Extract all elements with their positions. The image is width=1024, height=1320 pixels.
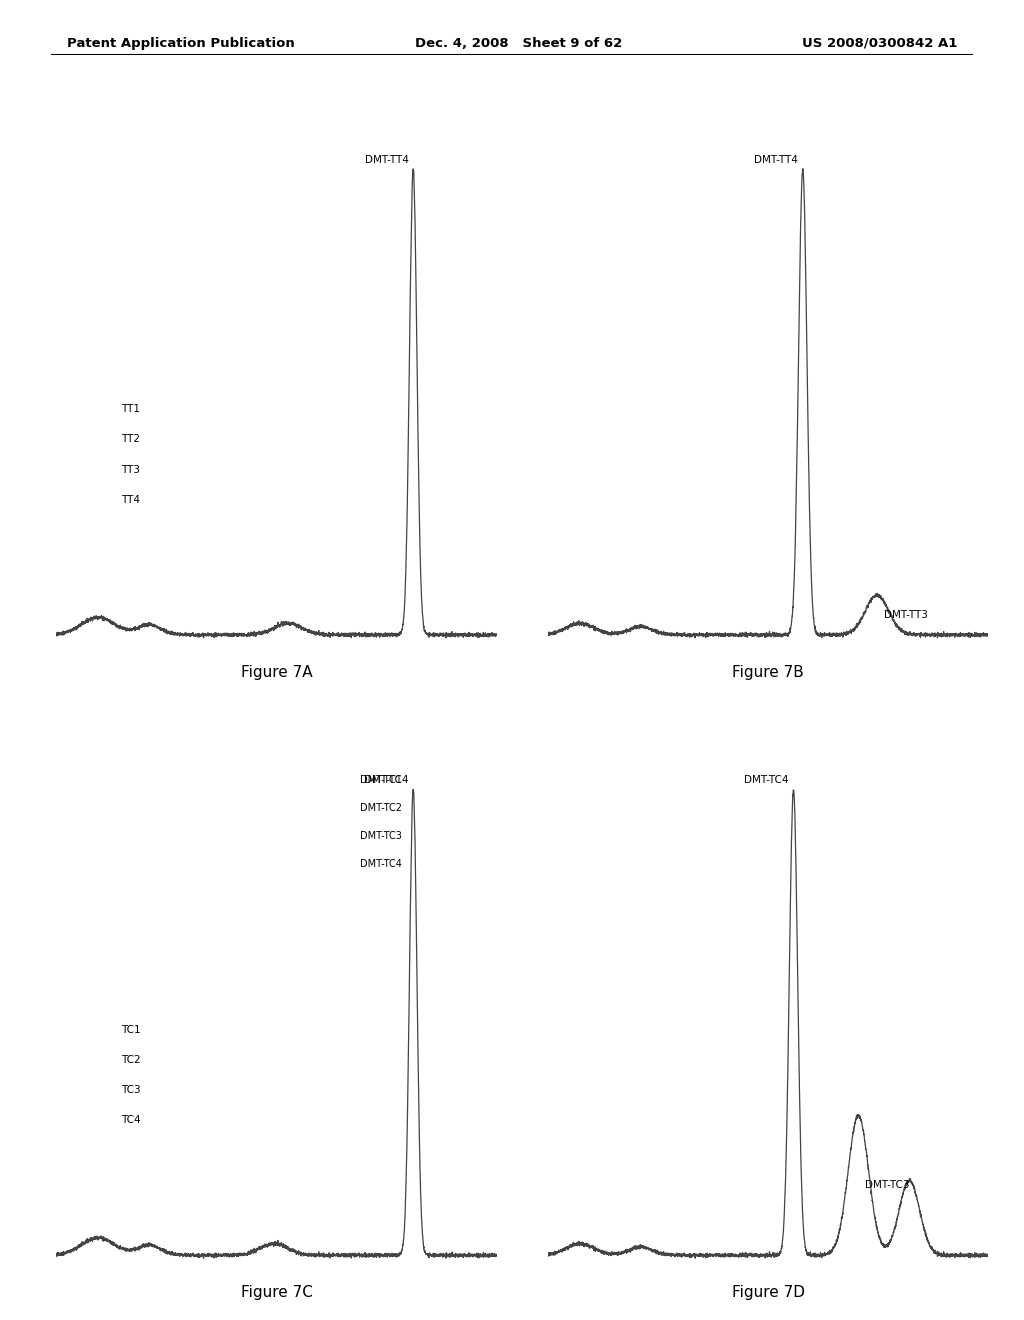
Text: DMT-TT4: DMT-TT4 — [365, 154, 409, 165]
Text: Figure 7A: Figure 7A — [241, 665, 312, 680]
Text: TT2: TT2 — [121, 434, 140, 445]
Text: DMT-TC2: DMT-TC2 — [359, 803, 401, 813]
Text: Figure 7D: Figure 7D — [731, 1286, 805, 1300]
Text: TC2: TC2 — [121, 1055, 141, 1065]
Text: US 2008/0300842 A1: US 2008/0300842 A1 — [802, 37, 957, 50]
Text: TC4: TC4 — [121, 1115, 141, 1126]
Text: TT4: TT4 — [121, 495, 140, 506]
Text: DMT-TC1: DMT-TC1 — [359, 775, 401, 785]
Text: DMT-TT4: DMT-TT4 — [755, 154, 798, 165]
Text: Figure 7B: Figure 7B — [732, 665, 804, 680]
Text: DMT-TT3: DMT-TT3 — [884, 610, 928, 620]
Text: DMT-TC3: DMT-TC3 — [865, 1180, 910, 1191]
Text: Figure 7C: Figure 7C — [241, 1286, 312, 1300]
Text: DMT-TC4: DMT-TC4 — [744, 775, 788, 785]
Text: TT1: TT1 — [121, 404, 140, 414]
Text: DMT-TC3: DMT-TC3 — [359, 832, 401, 841]
Text: DMT-TC4: DMT-TC4 — [359, 859, 401, 869]
Text: TT3: TT3 — [121, 465, 140, 475]
Text: TC3: TC3 — [121, 1085, 141, 1096]
Text: Dec. 4, 2008   Sheet 9 of 62: Dec. 4, 2008 Sheet 9 of 62 — [415, 37, 622, 50]
Text: Patent Application Publication: Patent Application Publication — [67, 37, 294, 50]
Text: DMT-TC4: DMT-TC4 — [365, 775, 409, 785]
Text: TC1: TC1 — [121, 1024, 141, 1035]
